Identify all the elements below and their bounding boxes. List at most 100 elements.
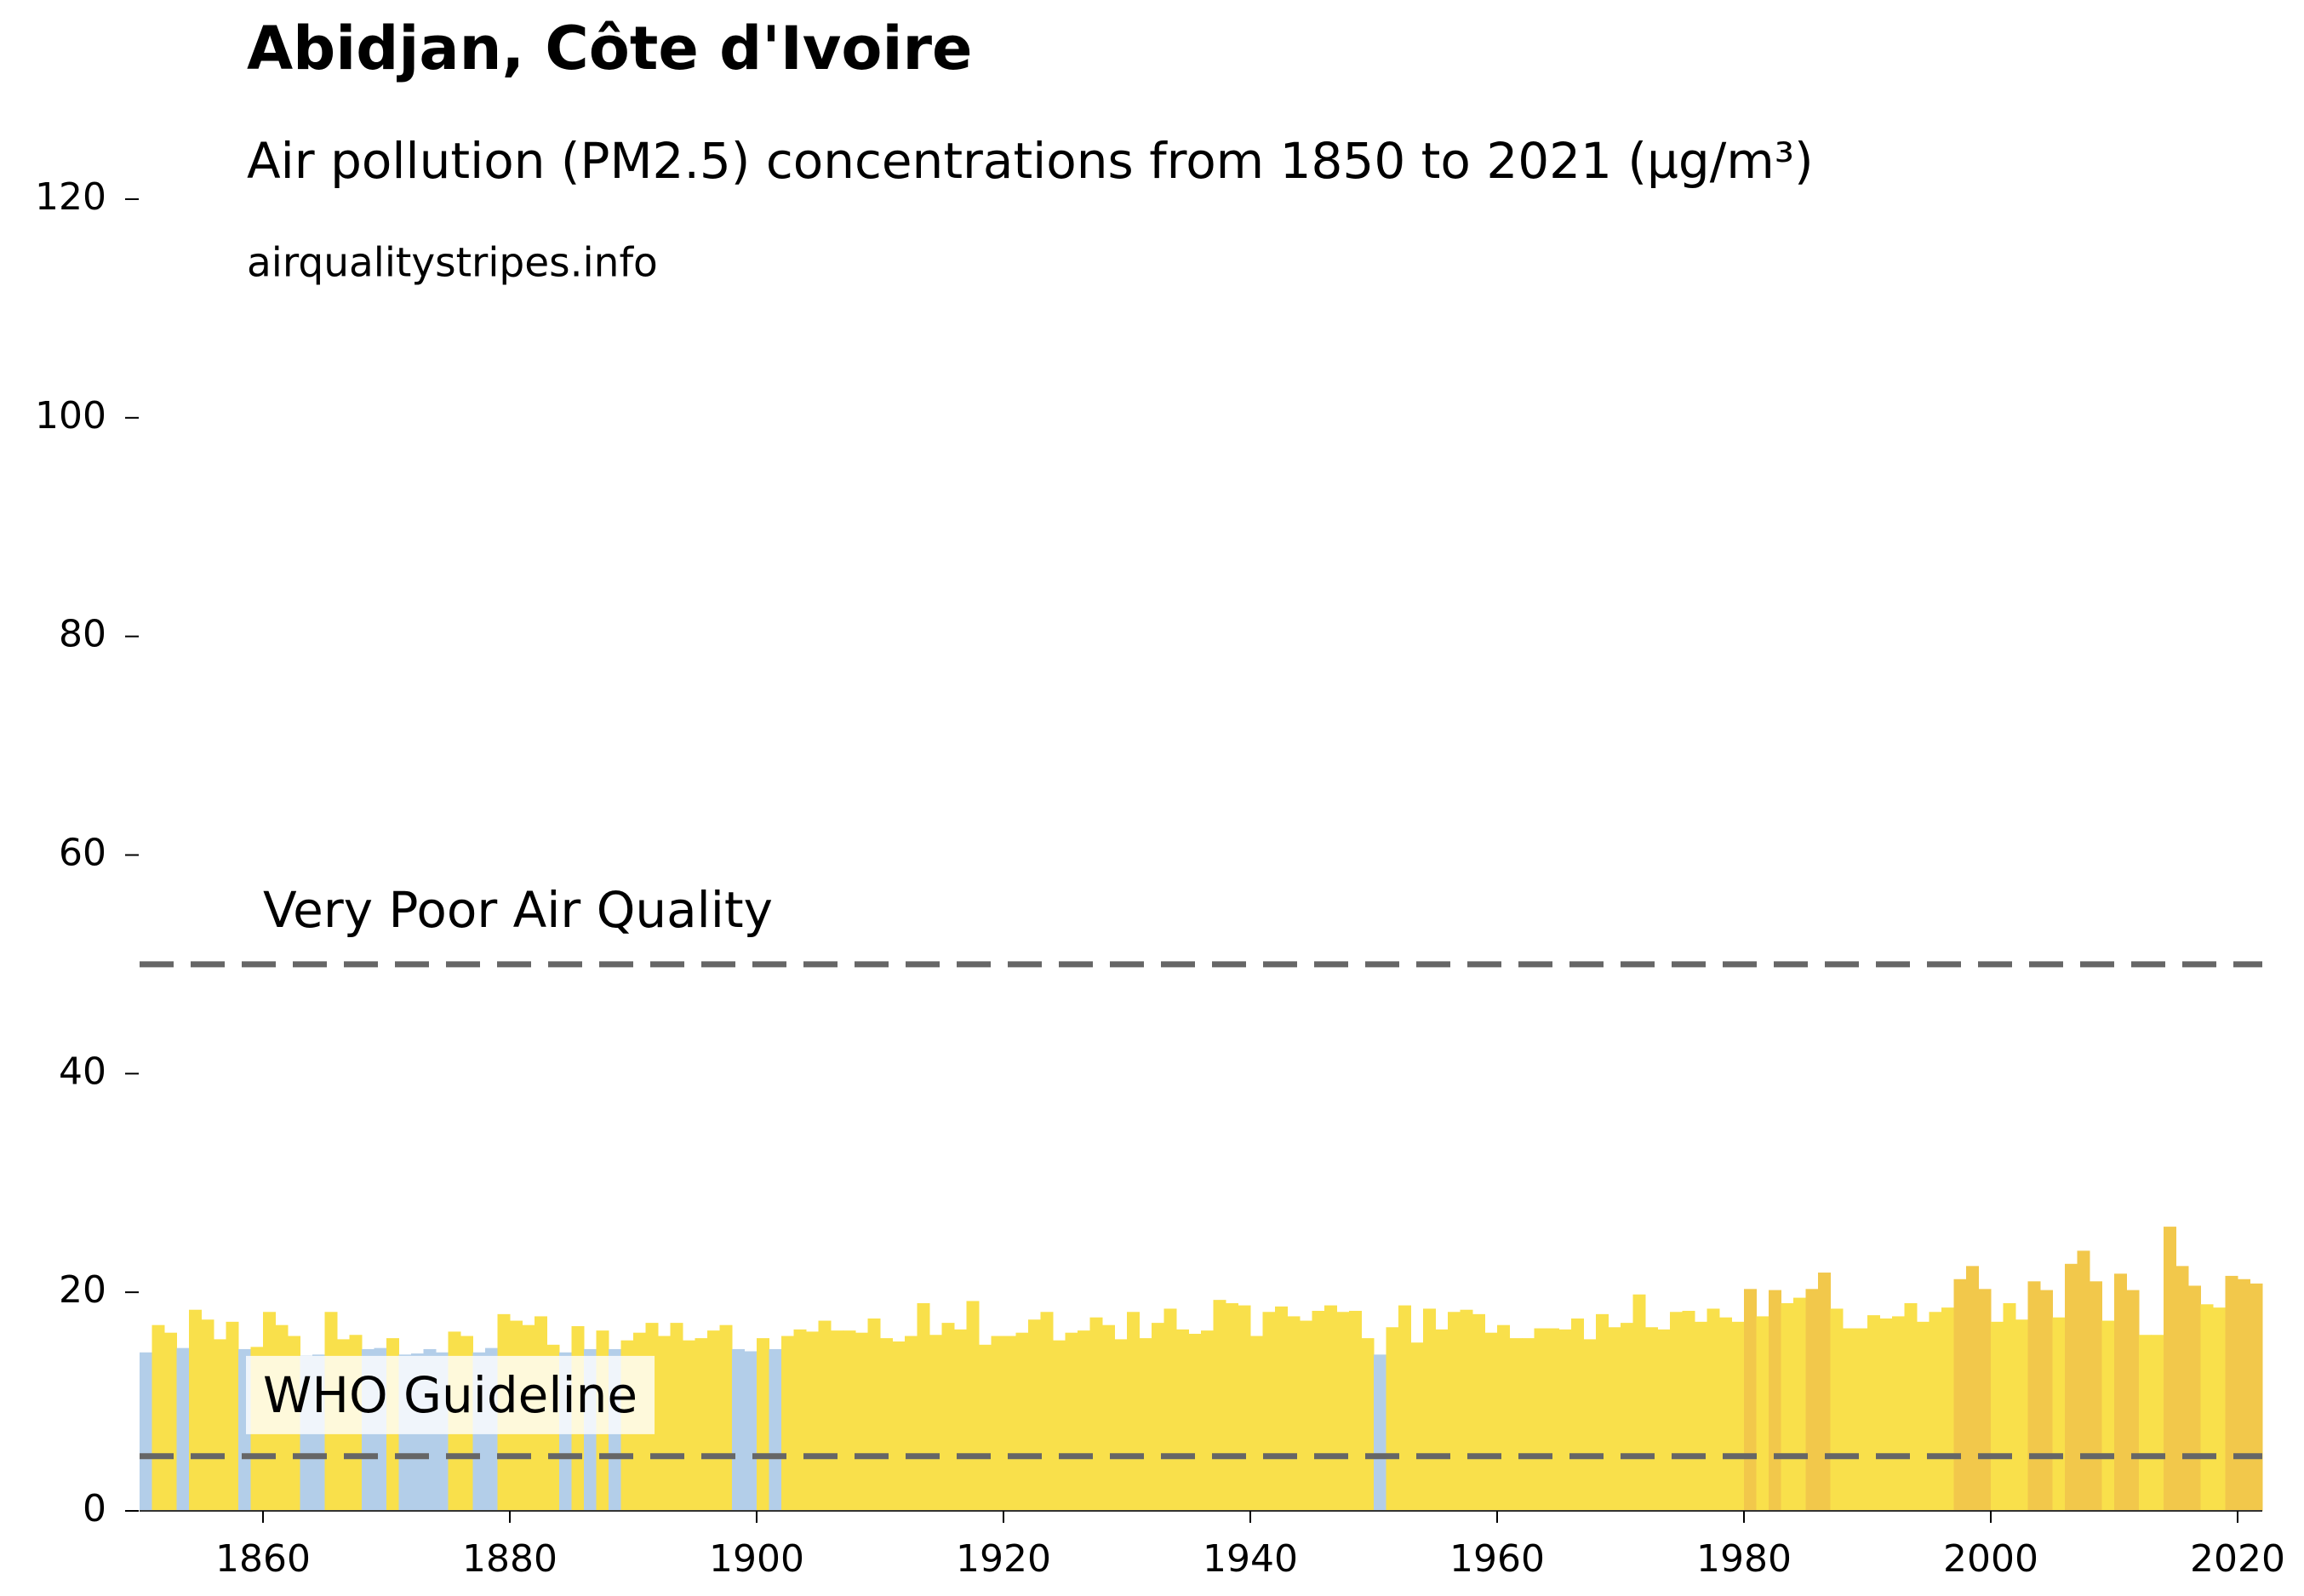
bar [867, 1318, 881, 1511]
bar [1621, 1323, 1633, 1511]
x-tick-label: 1920 [956, 1537, 1051, 1581]
bar [1423, 1308, 1436, 1511]
bar [1003, 1336, 1016, 1511]
bar [2139, 1335, 2152, 1511]
bar [1078, 1330, 1090, 1511]
bar [892, 1341, 906, 1511]
bar [1250, 1336, 1263, 1511]
bar [1102, 1324, 1115, 1511]
bar [2040, 1290, 2053, 1511]
y-tick-label: 0 [83, 1487, 106, 1530]
bar [2188, 1285, 2201, 1511]
bar [1349, 1310, 1362, 1511]
bar [1830, 1308, 1844, 1511]
bar [1287, 1316, 1301, 1511]
bar [1769, 1290, 1781, 1511]
bar [991, 1336, 1004, 1511]
bar [1262, 1312, 1276, 1511]
bar [2077, 1250, 2090, 1511]
x-tick-label: 1960 [1449, 1537, 1545, 1581]
bar [2164, 1227, 2176, 1511]
x-tick-label: 1900 [709, 1537, 804, 1581]
bar [1558, 1329, 1572, 1511]
bar [2052, 1317, 2066, 1511]
bar [1509, 1338, 1523, 1511]
x-tick-label: 1980 [1696, 1537, 1792, 1581]
bar [1571, 1318, 1584, 1511]
bar [781, 1336, 794, 1511]
bar [658, 1336, 671, 1511]
bar [1300, 1320, 1312, 1511]
bar [1756, 1316, 1769, 1511]
bar [2114, 1273, 2127, 1511]
bar [1879, 1318, 1893, 1511]
y-tick-label: 40 [59, 1050, 106, 1093]
bar [1324, 1305, 1337, 1511]
bar [1163, 1308, 1177, 1511]
bar [189, 1309, 202, 1511]
bar [2151, 1335, 2164, 1511]
bar [1793, 1297, 1806, 1511]
bar [979, 1344, 992, 1511]
bar [2003, 1303, 2016, 1511]
bar [2065, 1263, 2078, 1511]
bar [1238, 1305, 1251, 1511]
bar [2225, 1275, 2238, 1511]
bar [880, 1338, 893, 1511]
bar [954, 1329, 967, 1511]
bar [164, 1332, 177, 1511]
bar [1892, 1316, 1905, 1511]
bar [966, 1301, 980, 1511]
bar [917, 1303, 930, 1511]
bar [744, 1351, 758, 1511]
bar [2015, 1319, 2028, 1511]
bar [831, 1330, 843, 1511]
bar [670, 1323, 683, 1511]
bar [941, 1323, 955, 1511]
bar [719, 1324, 733, 1511]
y-tick-label: 80 [59, 613, 106, 656]
reference-label: WHO Guideline [263, 1366, 637, 1424]
bar [1015, 1332, 1029, 1511]
bar [1028, 1319, 1041, 1511]
y-tick-label: 120 [35, 175, 106, 219]
bar [2090, 1281, 2102, 1511]
y-tick-label: 60 [59, 832, 106, 875]
bar [1917, 1321, 1930, 1511]
bar [905, 1336, 918, 1511]
bar [732, 1348, 745, 1511]
bar [201, 1319, 214, 1511]
bar [1065, 1332, 1078, 1511]
bar [1546, 1328, 1559, 1511]
bar [1596, 1313, 1609, 1511]
bar [2200, 1304, 2214, 1511]
bar [695, 1338, 708, 1511]
y-tick-label: 100 [35, 394, 106, 438]
bar [1929, 1312, 1942, 1511]
bar [1374, 1354, 1386, 1511]
bar [1941, 1307, 1954, 1511]
bar [1855, 1328, 1868, 1511]
bar [1991, 1321, 2004, 1511]
bar [2027, 1281, 2041, 1511]
bar [1953, 1279, 1967, 1511]
bar [1781, 1303, 1794, 1511]
bar [769, 1348, 782, 1511]
bar [1053, 1340, 1066, 1511]
bar [2126, 1290, 2140, 1511]
bar [2175, 1266, 2189, 1511]
bar [707, 1330, 720, 1511]
bar [1386, 1327, 1399, 1511]
bar [1805, 1289, 1819, 1511]
x-tick-label: 1940 [1203, 1537, 1298, 1581]
bar [1040, 1312, 1054, 1511]
bar [1152, 1323, 1164, 1511]
bar [683, 1340, 695, 1511]
bar [1176, 1329, 1189, 1511]
bar [1904, 1303, 1918, 1511]
bar [1201, 1330, 1214, 1511]
bar [1534, 1328, 1547, 1511]
bar [214, 1339, 226, 1511]
bar [1522, 1338, 1535, 1511]
bar [1398, 1305, 1411, 1511]
